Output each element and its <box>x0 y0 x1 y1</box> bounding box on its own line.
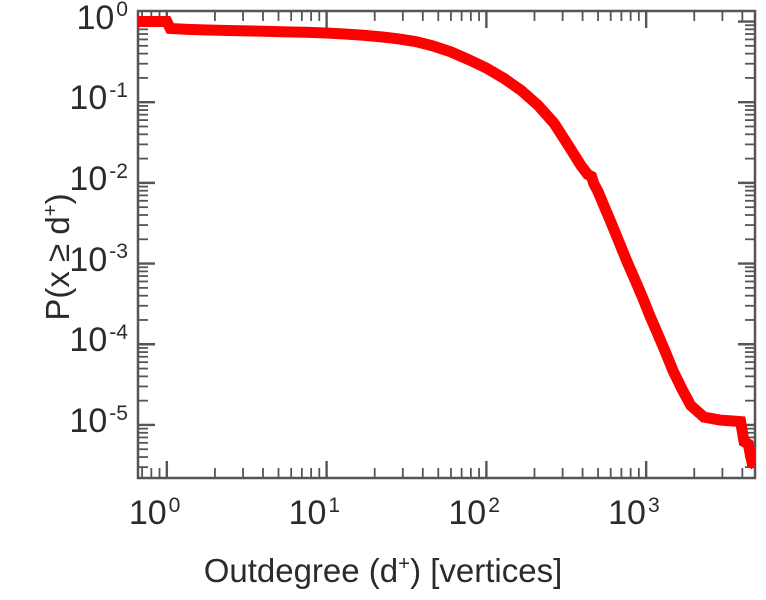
y-tick-mantissa: 10 <box>69 79 108 118</box>
x-tick-label: 102 <box>448 493 500 532</box>
y-tick-label: 10-3 <box>69 240 128 279</box>
y-tick-label: 10-4 <box>69 320 128 360</box>
y-tick-mantissa: 10 <box>69 240 108 279</box>
y-tick-mantissa: 10 <box>69 321 108 360</box>
x-axis-title-base: Outdegree (d <box>203 552 399 589</box>
x-axis-title-wrapper: Outdegree (d+) [vertices] <box>0 552 766 590</box>
x-axis-title-tail: ) [vertices] <box>410 552 563 589</box>
data-series-group <box>138 16 755 470</box>
y-axis-title-base: P(x ≥ d <box>39 216 76 321</box>
x-tick-exponent: 3 <box>647 493 660 517</box>
y-axis-title: P(x ≥ d+) <box>39 193 76 320</box>
x-tick-exponent: 0 <box>168 493 181 517</box>
y-tick-exponent: 0 <box>116 0 128 22</box>
x-tick-label: 100 <box>128 493 181 532</box>
y-tick-exponent: -4 <box>109 320 128 344</box>
y-tick-label: 10-1 <box>69 78 128 118</box>
y-axis-title-tail: ) <box>39 193 76 205</box>
y-tick-label: 10-5 <box>69 401 128 440</box>
x-tick-mantissa: 10 <box>608 494 646 532</box>
axes-frame <box>136 9 757 480</box>
y-tick-label: 100 <box>76 0 128 37</box>
y-axis-title-wrapper: P(x ≥ d+) <box>39 107 77 407</box>
y-axis-title-superscript: + <box>39 204 62 217</box>
y-tick-mantissa: 10 <box>69 401 108 440</box>
x-axis-ticks <box>141 11 744 478</box>
series-line-0 <box>138 16 755 470</box>
x-axis-title-superscript: + <box>398 552 411 575</box>
x-tick-mantissa: 10 <box>128 494 167 532</box>
x-tick-exponent: 1 <box>328 493 341 517</box>
x-tick-mantissa: 10 <box>448 494 487 532</box>
y-tick-label: 10-2 <box>69 159 128 198</box>
x-tick-label: 101 <box>288 493 341 532</box>
y-tick-exponent: -2 <box>109 159 128 183</box>
plot-frame <box>136 9 757 480</box>
x-tick-label: 103 <box>608 493 660 532</box>
y-tick-exponent: -1 <box>109 78 128 102</box>
y-tick-exponent: -5 <box>109 401 128 425</box>
y-tick-mantissa: 10 <box>76 0 115 37</box>
x-axis-title: Outdegree (d+) [vertices] <box>204 552 563 589</box>
x-tick-mantissa: 10 <box>288 494 327 532</box>
y-tick-exponent: -3 <box>109 240 128 264</box>
y-axis-ticks <box>138 20 755 469</box>
y-tick-mantissa: 10 <box>69 159 108 198</box>
x-tick-exponent: 2 <box>488 493 500 517</box>
